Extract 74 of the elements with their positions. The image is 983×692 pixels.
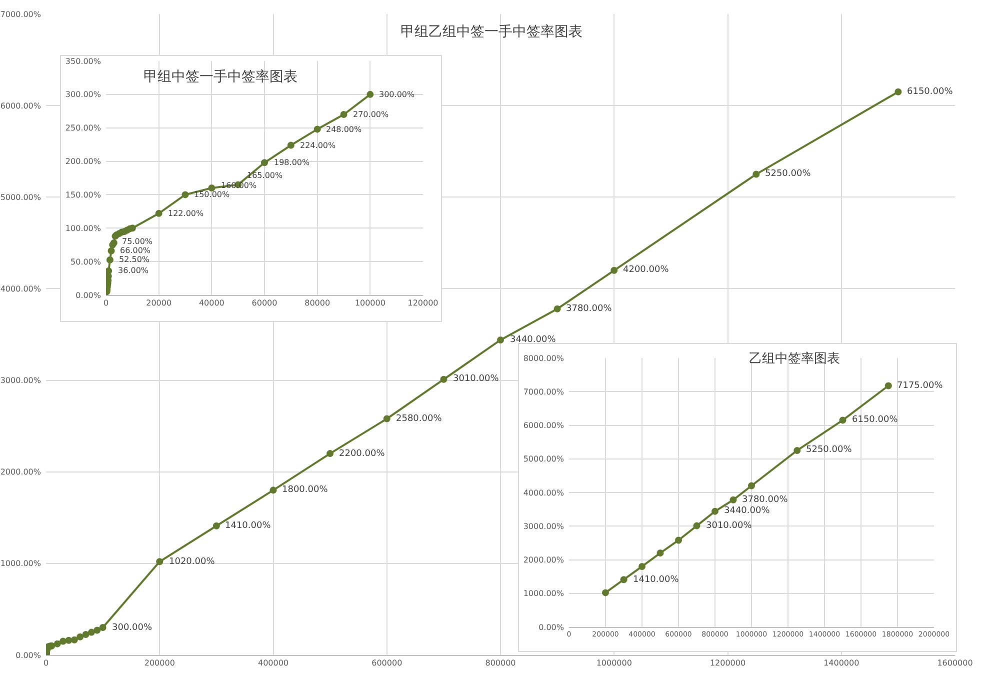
x-tick-label: 20000 <box>146 298 172 308</box>
x-tick-label: 400000 <box>258 658 289 668</box>
x-tick-label: 0 <box>43 658 49 668</box>
x-tick-label: 600000 <box>372 658 402 668</box>
data-label: 3440.00% <box>724 506 770 516</box>
y-tick-label: 100.00% <box>65 224 102 233</box>
data-label: 3010.00% <box>706 521 752 531</box>
text: 甲组中签一手中签率图表 <box>144 68 298 85</box>
y-tick-label: 4000.00% <box>0 284 42 294</box>
chart-title: 乙组中签率图表 <box>748 350 840 366</box>
y-tick-label: 1000.00% <box>0 559 42 568</box>
data-label: 300.00% <box>112 623 152 633</box>
x-tick-label: 120000 <box>408 298 438 308</box>
y-tick-label: 0.00% <box>16 650 42 660</box>
data-label: 2200.00% <box>339 449 386 459</box>
x-tick-label: 60000 <box>252 298 278 308</box>
x-tick-label: 0 <box>103 298 109 308</box>
y-tick-label: 250.00% <box>65 124 102 133</box>
y-tick-label: 350.00% <box>65 56 102 66</box>
data-label: 150.00% <box>194 190 230 199</box>
data-label: 7175.00% <box>897 381 944 391</box>
x-tick-label: 1600000 <box>937 658 973 668</box>
y-tick-label: 2000.00% <box>523 556 564 565</box>
x-tick-label: 100000 <box>354 298 386 308</box>
x-tick-label: 40000 <box>198 298 224 308</box>
data-label: 1800.00% <box>282 485 328 495</box>
data-label: 3010.00% <box>453 374 500 384</box>
y-tick-label: 150.00% <box>65 190 102 200</box>
y-tick-label: 0.00% <box>538 622 564 632</box>
data-label: 75.00% <box>122 237 153 246</box>
y-tick-label: 0.00% <box>76 290 102 300</box>
y-tick-label: 7000.00% <box>0 10 42 19</box>
data-label: 224.00% <box>300 141 336 150</box>
data-label: 5250.00% <box>765 169 812 179</box>
data-label: 3440.00% <box>510 335 556 345</box>
y-tick-label: 7000.00% <box>523 387 564 396</box>
data-label: 1020.00% <box>169 557 216 567</box>
data-label: 270.00% <box>353 110 389 119</box>
y-tick-label: 3000.00% <box>523 522 564 531</box>
y-tick-label: 8000.00% <box>523 354 564 363</box>
y-tick-label: 6000.00% <box>0 101 42 110</box>
data-label: 198.00% <box>274 158 310 167</box>
y-tick-label: 3000.00% <box>0 376 42 386</box>
data-label: 66.00% <box>120 246 151 255</box>
data-label: 300.00% <box>379 90 415 99</box>
data-label: 3780.00% <box>742 495 788 505</box>
y-tick-label: 50.00% <box>70 257 102 266</box>
data-label: 5250.00% <box>806 445 852 455</box>
data-label: 1410.00% <box>633 575 680 585</box>
data-label: 248.00% <box>326 125 362 134</box>
data-label: 36.00% <box>118 266 149 275</box>
data-label: 1410.00% <box>225 521 272 531</box>
x-tick-label: 1000000 <box>596 658 632 668</box>
data-label: 2580.00% <box>396 414 442 424</box>
x-tick-label: 200000 <box>144 658 175 668</box>
y-tick-label: 4000.00% <box>523 488 564 498</box>
y-tick-label: 1000.00% <box>523 589 564 598</box>
data-label: 4200.00% <box>623 265 670 275</box>
x-tick-label: 80000 <box>304 298 330 308</box>
y-tick-label: 200.00% <box>65 157 102 166</box>
y-tick-label: 5000.00% <box>0 192 42 202</box>
x-tick-label: 1400000 <box>824 658 860 668</box>
y-tick-label: 300.00% <box>65 90 102 100</box>
data-label: 122.00% <box>168 209 204 218</box>
data-label: 6150.00% <box>907 87 954 97</box>
data-label: 6150.00% <box>852 415 898 425</box>
y-tick-label: 6000.00% <box>523 421 564 430</box>
y-tick-label: 2000.00% <box>0 468 42 477</box>
y-tick-label: 5000.00% <box>523 454 564 464</box>
text: 甲组乙组中签一手中签率图表 <box>400 24 582 40</box>
data-label: 3780.00% <box>566 304 612 314</box>
x-tick-label: 800000 <box>485 658 516 668</box>
x-tick-label: 1200000 <box>710 658 746 668</box>
data-label: 52.50% <box>119 255 150 264</box>
